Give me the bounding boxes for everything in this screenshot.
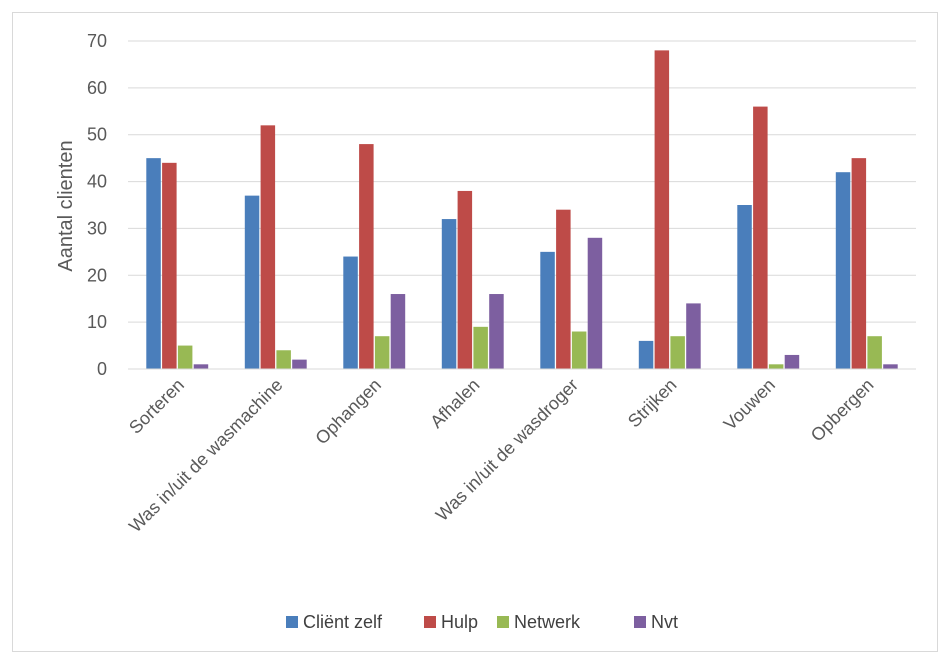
legend-label: Hulp [441,612,478,632]
bar [359,144,374,369]
bar [753,106,768,369]
y-tick-label: 40 [87,172,107,192]
bar [162,162,177,369]
bar [556,209,571,369]
bar [441,219,457,369]
bar [670,336,685,369]
y-tick-label: 70 [87,31,107,51]
x-tick-label: Strijken [624,375,681,432]
y-tick-label: 50 [87,125,107,145]
y-tick-label: 0 [97,359,107,379]
bar [571,331,587,369]
bar [540,251,555,369]
bar [473,326,488,369]
bar [784,354,800,369]
y-tick-label: 20 [87,265,107,285]
x-tick-label: Ophangen [311,375,385,449]
y-axis-title: Aantal clienten [55,140,77,271]
bar [654,50,670,369]
legend-label: Netwerk [514,612,581,632]
bar [292,359,307,369]
legend-swatch [286,616,298,628]
bar [193,364,209,369]
legend-swatch [634,616,646,628]
bar [374,336,390,369]
x-tick-label: Vouwen [720,375,779,434]
bar [686,303,701,369]
legend-swatch [424,616,436,628]
bar [457,190,473,369]
bar [737,205,752,369]
bar [768,364,784,369]
bar [489,294,504,369]
x-tick-label: Afhalen [426,375,483,432]
bar [343,256,358,369]
bar [851,158,867,369]
bar [867,336,882,369]
bar [244,195,260,369]
bar [638,340,654,369]
bar [260,125,276,369]
bar [390,294,406,369]
bar [835,172,851,369]
x-tick-label: Sorteren [125,375,188,438]
bar [883,364,898,369]
y-tick-label: 60 [87,78,107,98]
legend-label: Cliënt zelf [303,612,383,632]
y-tick-label: 10 [87,312,107,332]
bar [276,350,291,369]
legend-swatch [497,616,509,628]
bar [587,237,603,369]
y-tick-label: 30 [87,218,107,238]
bar [177,345,193,369]
bar [146,158,161,369]
x-tick-label: Opbergen [807,375,878,446]
legend-label: Nvt [651,612,678,632]
